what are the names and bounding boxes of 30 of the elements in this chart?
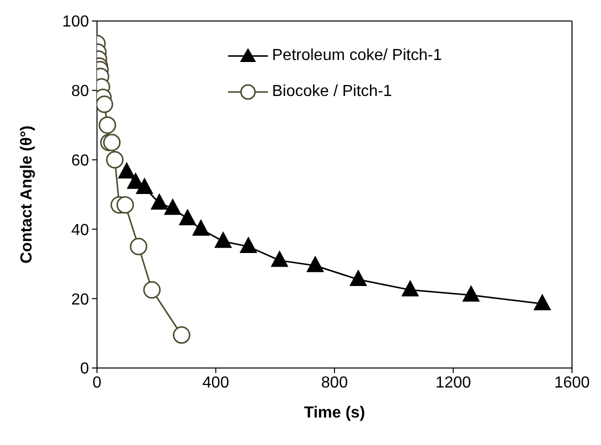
point bbox=[214, 232, 232, 248]
y-tick-label: 40 bbox=[71, 222, 90, 239]
y-tick-label: 100 bbox=[62, 14, 90, 31]
x-tick-label: 0 bbox=[92, 374, 102, 392]
point bbox=[462, 286, 480, 302]
x-axis-title: Time (s) bbox=[304, 404, 366, 422]
legend-label: Petroleum coke/ Pitch-1 bbox=[272, 46, 442, 66]
legend-label: Biocoke / Pitch-1 bbox=[272, 82, 392, 102]
x-tick-label: 1200 bbox=[435, 374, 472, 392]
y-axis-title: Contact Angle (θ°) bbox=[18, 126, 36, 264]
point bbox=[164, 198, 182, 215]
y-tick-label: 80 bbox=[71, 83, 90, 100]
point bbox=[306, 256, 324, 272]
point bbox=[179, 209, 196, 226]
y-tick-label: 20 bbox=[71, 291, 90, 308]
x-tick-label: 800 bbox=[321, 374, 348, 392]
x-tick-label: 400 bbox=[202, 374, 230, 392]
point bbox=[350, 270, 367, 286]
y-tick-label: 0 bbox=[80, 360, 90, 378]
point bbox=[240, 237, 257, 254]
y-tick-label: 60 bbox=[71, 152, 90, 170]
point bbox=[118, 162, 136, 178]
point bbox=[402, 280, 419, 296]
point bbox=[271, 250, 288, 267]
x-tick-label: 1600 bbox=[554, 374, 590, 392]
point bbox=[136, 178, 153, 194]
point bbox=[97, 96, 114, 114]
point bbox=[534, 294, 551, 310]
point bbox=[150, 194, 168, 210]
point bbox=[192, 220, 210, 236]
